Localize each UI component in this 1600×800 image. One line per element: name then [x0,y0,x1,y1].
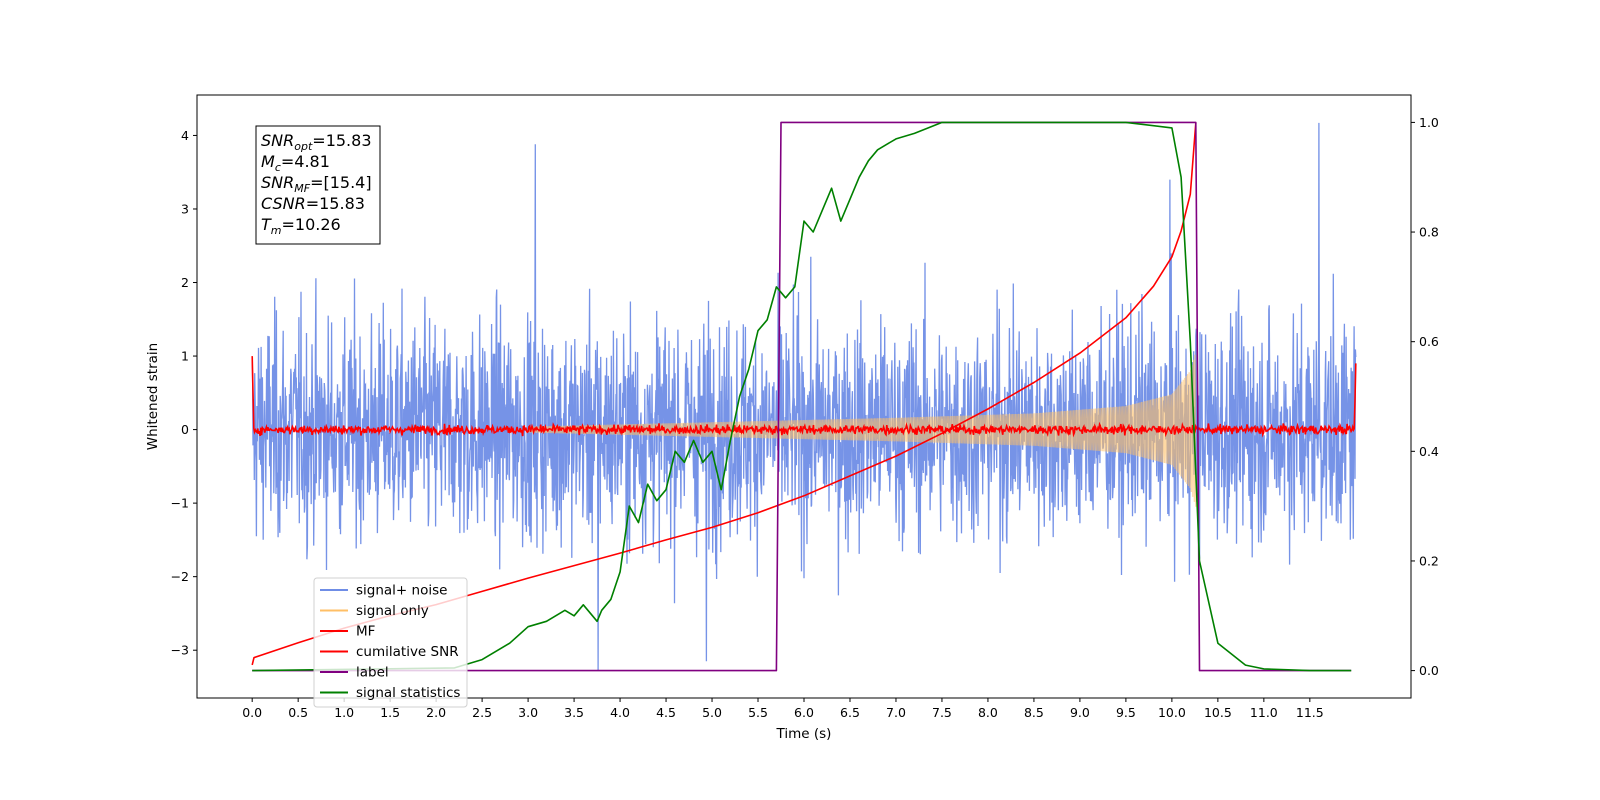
y2-tick-label: 1.0 [1419,115,1439,130]
x-tick-label: 11.5 [1296,705,1324,720]
y-tick-label: −2 [171,569,189,584]
y-tick-label: 1 [181,349,189,364]
x-tick-label: 7.5 [932,705,952,720]
x-tick-label: 9.5 [1116,705,1136,720]
x-tick-label: 3.0 [518,705,538,720]
x-tick-label: 2.5 [472,705,492,720]
y-tick-label: −3 [171,643,189,658]
x-tick-label: 0.0 [242,705,262,720]
x-tick-label: 0.5 [288,705,308,720]
legend-label: MF [356,624,375,640]
annotation-frame [255,125,381,245]
annotation-line: Tm=10.26 [261,215,341,237]
legend-label: signal statistics [356,685,460,701]
y-axis-label: Whitened strain [145,343,161,450]
y-tick-label: 2 [181,275,189,290]
x-tick-label: 6.0 [794,705,814,720]
annotation-line: SNRMF=[15.4] [261,173,372,195]
legend-label: signal+ noise [356,583,447,599]
annotation-line: CSNR=15.83 [261,194,365,213]
y-tick-label: 3 [181,201,189,216]
legend-frame [313,577,468,708]
legend-label: cumilative SNR [356,644,459,660]
series-signal-only [527,354,1197,507]
x-axis-label: Time (s) [776,726,832,742]
annotation-line: SNRopt=15.83 [261,131,372,153]
series-signal-statistics [252,121,1352,672]
x-tick-label: 3.5 [564,705,584,720]
axes-layer: 0.0 0.5 1.0 1.5 2.0 2.5 3.0 3.5 4.0 4.5 5.0 5.5 6.0 6… [171,115,1439,720]
stats-annotation-box: SNRopt=15.83Mc=4.81SNRMF=[15.4]CSNR=15.8… [255,125,381,245]
y-tick-label: −1 [171,496,189,511]
y2-tick-label: 0.2 [1419,553,1439,568]
x-tick-label: 2.0 [426,705,446,720]
legend: signal+ noise signal only MF cumilative SNR… [313,577,468,708]
y2-tick-label: 0.6 [1419,334,1439,349]
x-tick-label: 6.5 [840,705,860,720]
x-tick-label: 9.0 [1070,705,1090,720]
y2-tick-label: 0.4 [1419,444,1439,459]
y-tick-label: 4 [181,128,189,143]
x-tick-label: 1.5 [380,705,400,720]
x-tick-label: 5.0 [702,705,722,720]
y2-tick-label: 0.8 [1419,225,1439,240]
x-tick-label: 10.5 [1204,705,1232,720]
x-tick-label: 7.0 [886,705,906,720]
x-tick-label: 11.0 [1250,705,1278,720]
series-mf [251,356,1357,438]
x-tick-label: 8.0 [978,705,998,720]
x-tick-label: 1.0 [334,705,354,720]
x-tick-label: 4.0 [610,705,630,720]
legend-label: label [356,665,389,681]
x-tick-label: 5.5 [748,705,768,720]
x-tick-label: 10.0 [1158,705,1186,720]
x-tick-label: 8.5 [1024,705,1044,720]
y-tick-label: 0 [181,422,189,437]
annotation-line: Mc=4.81 [261,152,330,174]
y2-tick-label: 0.0 [1419,663,1439,678]
x-tick-label: 4.5 [656,705,676,720]
legend-label: signal only [356,603,429,619]
